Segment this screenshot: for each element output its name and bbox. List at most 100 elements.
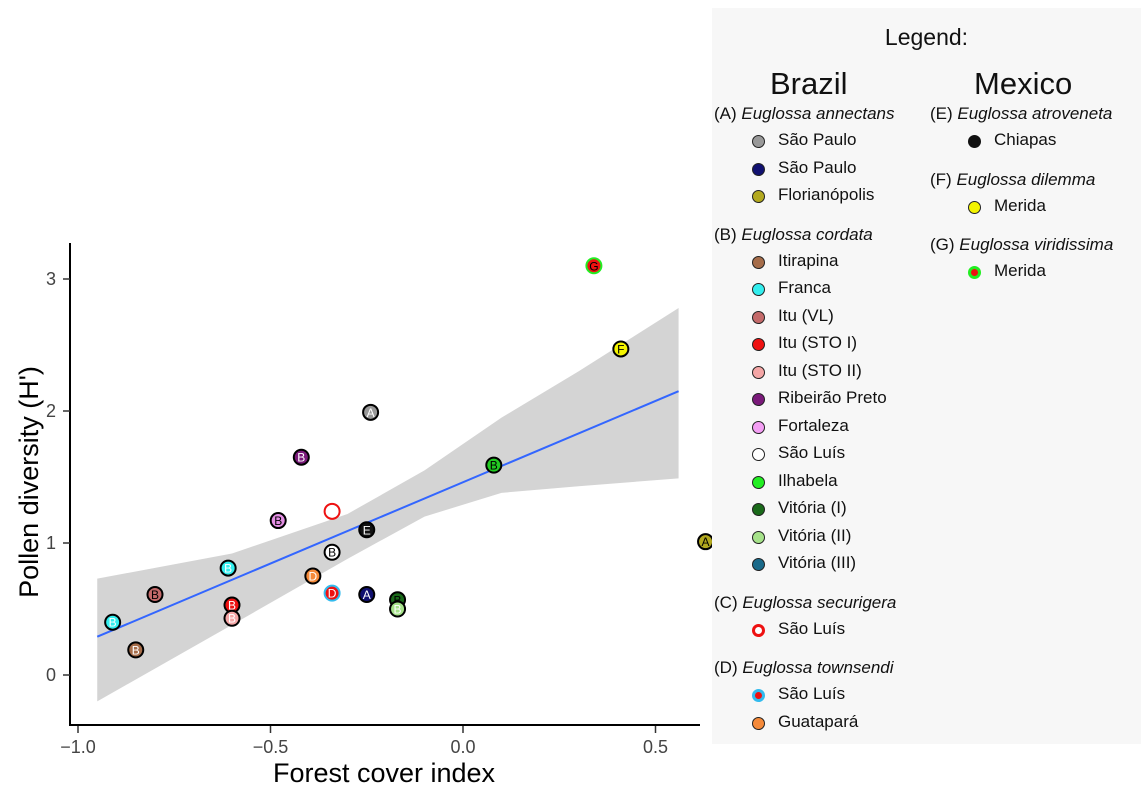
x-tick-label: 0.5 — [643, 737, 668, 757]
legend-item-label: Ilhabela — [778, 470, 838, 490]
legend-item-label: Fortaleza — [778, 415, 849, 435]
legend-symbol — [752, 135, 765, 148]
legend-item-label: Itu (STO II) — [778, 360, 862, 380]
data-point-label: C — [328, 505, 337, 519]
data-point — [146, 585, 164, 603]
x-tick-label: −1.0 — [60, 737, 96, 757]
legend-symbol — [752, 420, 765, 434]
data-point-label: F — [617, 342, 624, 356]
data-point — [269, 512, 287, 530]
legend-symbol — [752, 162, 765, 176]
legend-item-label: Vitória (I) — [778, 498, 847, 517]
legend-item-label: Chiapas — [994, 130, 1057, 149]
legend-item-label: Merida — [994, 195, 1046, 215]
confidence-band-layer — [97, 308, 679, 702]
data-point — [292, 448, 310, 466]
legend-item-label: Itirapina — [778, 250, 839, 270]
legend-group-title: (A) Euglossa annectans — [714, 104, 895, 123]
data-point-label: E — [363, 523, 371, 537]
legend-group-title: (D) Euglossa townsendi — [714, 658, 894, 677]
legend-symbol — [752, 503, 765, 516]
data-point-label: B — [490, 459, 498, 473]
data-point-label: B — [394, 603, 402, 617]
data-point — [323, 502, 341, 520]
regression-line — [96, 390, 679, 638]
legend-group-title: (F) Euglossa dilemma — [930, 169, 1096, 189]
data-point-label: B — [228, 612, 236, 626]
y-tick-label: 3 — [46, 269, 56, 289]
data-point-label: A — [367, 406, 375, 420]
data-point — [362, 403, 380, 421]
legend-title: Legend: — [884, 24, 969, 50]
legend-group-title: (B) Euglossa cordata — [714, 224, 873, 244]
legend-item-label: São Luís — [778, 443, 846, 462]
data-point-label: B — [297, 451, 305, 465]
legend-symbol — [752, 393, 765, 406]
confidence-band — [97, 308, 679, 702]
data-point-label: B — [109, 616, 117, 630]
legend-item-label: Ribeirão Preto — [778, 388, 887, 407]
y-tick-label: 0 — [46, 665, 56, 685]
legend-symbol — [968, 200, 981, 214]
legend-column-brazil: Brazil — [770, 66, 848, 101]
data-point — [323, 543, 341, 561]
data-point — [223, 609, 241, 627]
data-point — [304, 567, 322, 585]
data-point-label: B — [132, 643, 140, 657]
legend-symbol — [752, 475, 765, 489]
legend-item-label: Guatapará — [778, 711, 859, 731]
legend-panel: Legend: Brazil Mexico (A) Euglossa annec… — [712, 8, 1141, 744]
legend-group-title: (E) Euglossa atroveneta — [930, 104, 1113, 123]
legend-item-label: Itu (STO I) — [778, 333, 858, 352]
regression-line-layer — [96, 390, 679, 638]
data-point-label: B — [224, 562, 232, 576]
legend-item-label: Vitória (II) — [778, 525, 852, 545]
legend-item-label: São Luís — [778, 618, 846, 638]
data-point-label: B — [328, 546, 336, 560]
legend-item-label: Vitória (III) — [778, 553, 857, 572]
legend-symbol — [752, 338, 765, 351]
x-tick-label: −0.5 — [253, 737, 289, 757]
legend-symbol — [968, 266, 981, 279]
legend-group-title: (G) Euglossa viridissima — [930, 235, 1114, 254]
data-point — [485, 456, 503, 474]
x-axis-label: Forest cover index — [273, 758, 496, 786]
data-point — [358, 585, 376, 603]
data-point — [104, 613, 122, 631]
legend-item-label: Merida — [994, 261, 1046, 280]
legend-symbol — [752, 689, 765, 702]
data-point — [127, 641, 145, 659]
legend-symbol — [752, 283, 765, 296]
data-point — [585, 257, 603, 275]
legend-symbol — [752, 558, 765, 571]
legend-group-title: (C) Euglossa securigera — [714, 592, 897, 612]
data-point — [389, 600, 407, 618]
x-tick-label: 0.0 — [450, 737, 475, 757]
data-point-label: D — [328, 587, 337, 601]
data-point — [323, 584, 341, 602]
legend-item-label: São Paulo — [778, 130, 857, 149]
legend-item-label: São Luís — [778, 684, 846, 703]
data-point-label: A — [702, 535, 710, 549]
legend-item-label: Itu (VL) — [778, 305, 834, 325]
legend-symbol — [752, 716, 765, 730]
data-point — [612, 340, 630, 358]
legend-column-mexico: Mexico — [974, 66, 1073, 101]
data-point-label: B — [151, 588, 159, 602]
legend-item-label: São Paulo — [778, 157, 857, 177]
legend-symbol — [752, 623, 765, 637]
data-point-label: B — [394, 593, 402, 607]
axes — [69, 243, 700, 726]
legend-symbol — [752, 310, 765, 324]
legend-item-label: Florianópolis — [778, 185, 875, 204]
legend-symbol — [752, 190, 765, 203]
legend-symbol — [752, 255, 765, 269]
y-tick-label: 1 — [46, 533, 56, 553]
legend-symbol — [752, 365, 765, 379]
legend-symbol — [752, 448, 765, 461]
data-point-label: B — [274, 514, 282, 528]
legend-symbol — [968, 135, 981, 148]
y-axis-label: Pollen diversity (H') — [14, 366, 44, 598]
